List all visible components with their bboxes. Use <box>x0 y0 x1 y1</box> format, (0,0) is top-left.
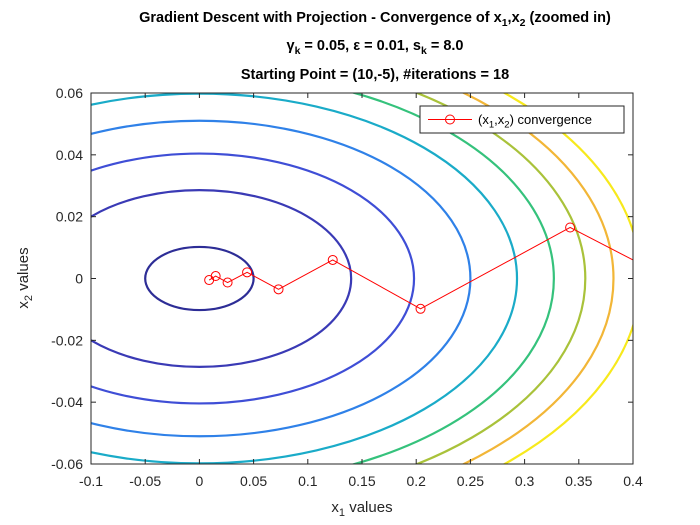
y-tick-label: 0.06 <box>56 85 83 101</box>
title-line-3: Starting Point = (10,-5), #iterations = … <box>241 67 509 83</box>
x-tick-label: 0.35 <box>565 473 592 489</box>
x-tick-label: -0.05 <box>129 473 161 489</box>
iterate-marker <box>204 275 215 286</box>
contour-line-3 <box>91 152 416 405</box>
title-line-2: γk = 0.05, ε = 0.01, sk = 8.0 <box>286 38 463 57</box>
iterate-marker <box>327 254 338 265</box>
series-layer <box>204 222 633 314</box>
contour-line-4 <box>91 119 472 438</box>
x-axis-label: x1 values <box>331 499 392 519</box>
plot-area <box>91 93 633 464</box>
contour-line-8 <box>461 93 615 464</box>
contour-line-6 <box>350 93 555 464</box>
x-tick-label: 0.2 <box>406 473 426 489</box>
x-tick-label: 0.15 <box>348 473 375 489</box>
x-tick-label: 0.3 <box>515 473 535 489</box>
x-tick-label: 0.05 <box>240 473 267 489</box>
y-tick-label: -0.06 <box>51 456 83 472</box>
legend-marker-swatch <box>445 114 455 125</box>
x-tick-label: 0.25 <box>457 473 484 489</box>
iterate-marker <box>415 303 426 314</box>
contour-line-2 <box>91 189 353 368</box>
legend-entry: (x1,x2) convergence <box>478 112 592 131</box>
contour-line-1 <box>144 245 255 312</box>
x-tick-label: 0.1 <box>298 473 318 489</box>
contour-line-7 <box>413 93 587 464</box>
iterate-marker <box>273 284 284 295</box>
x-tick-label: 0 <box>196 473 204 489</box>
y-tick-label: 0 <box>75 271 83 287</box>
y-axis-label: x2 values <box>15 247 35 308</box>
y-tick-label: -0.04 <box>51 394 83 410</box>
y-tick-label: 0.04 <box>56 147 83 163</box>
legend: (x1,x2) convergence <box>419 105 625 134</box>
iterate-marker <box>565 222 576 233</box>
tick-layer: -0.1 -0.05 0 0.05 0.1 0.15 0.2 0.25 0.3 0.35 0.4 -0… <box>51 85 643 489</box>
y-tick-label: -0.02 <box>51 332 83 348</box>
x-tick-label: -0.1 <box>79 473 103 489</box>
chart-title: Gradient Descent with Projection - Conve… <box>139 10 611 83</box>
iterate-marker <box>242 267 253 278</box>
y-tick-label: 0.02 <box>56 209 83 225</box>
x-tick-label: 0.4 <box>623 473 643 489</box>
title-line-1: Gradient Descent with Projection - Conve… <box>139 10 611 29</box>
iterate-marker <box>222 277 233 288</box>
